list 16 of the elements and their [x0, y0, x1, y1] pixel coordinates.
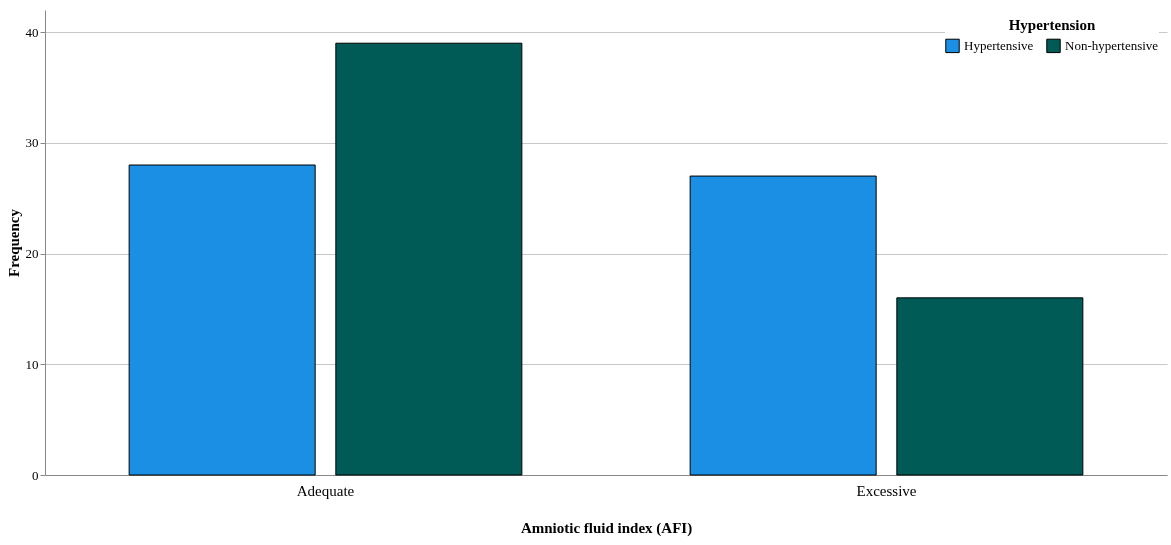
bar — [896, 297, 1084, 476]
legend-label: Hypertensive — [964, 37, 1034, 53]
x-tick-label: Excessive — [856, 482, 917, 499]
y-tick-label: 40 — [25, 24, 39, 40]
y-axis-title: Frequency — [5, 208, 22, 278]
y-tick-label: 10 — [25, 356, 39, 372]
y-tick-label: 0 — [32, 467, 39, 483]
bar — [335, 42, 523, 476]
legend-label: Non-hypertensive — [1065, 37, 1159, 53]
y-tick-label: 20 — [25, 246, 39, 262]
y-tick-label: 30 — [25, 135, 39, 151]
bar — [689, 175, 877, 476]
bar — [128, 164, 316, 476]
x-axis-title: Amniotic fluid index (AFI) — [520, 519, 693, 537]
x-tick-label: Adequate — [296, 482, 355, 499]
legend-title: Hypertension — [1008, 17, 1096, 33]
